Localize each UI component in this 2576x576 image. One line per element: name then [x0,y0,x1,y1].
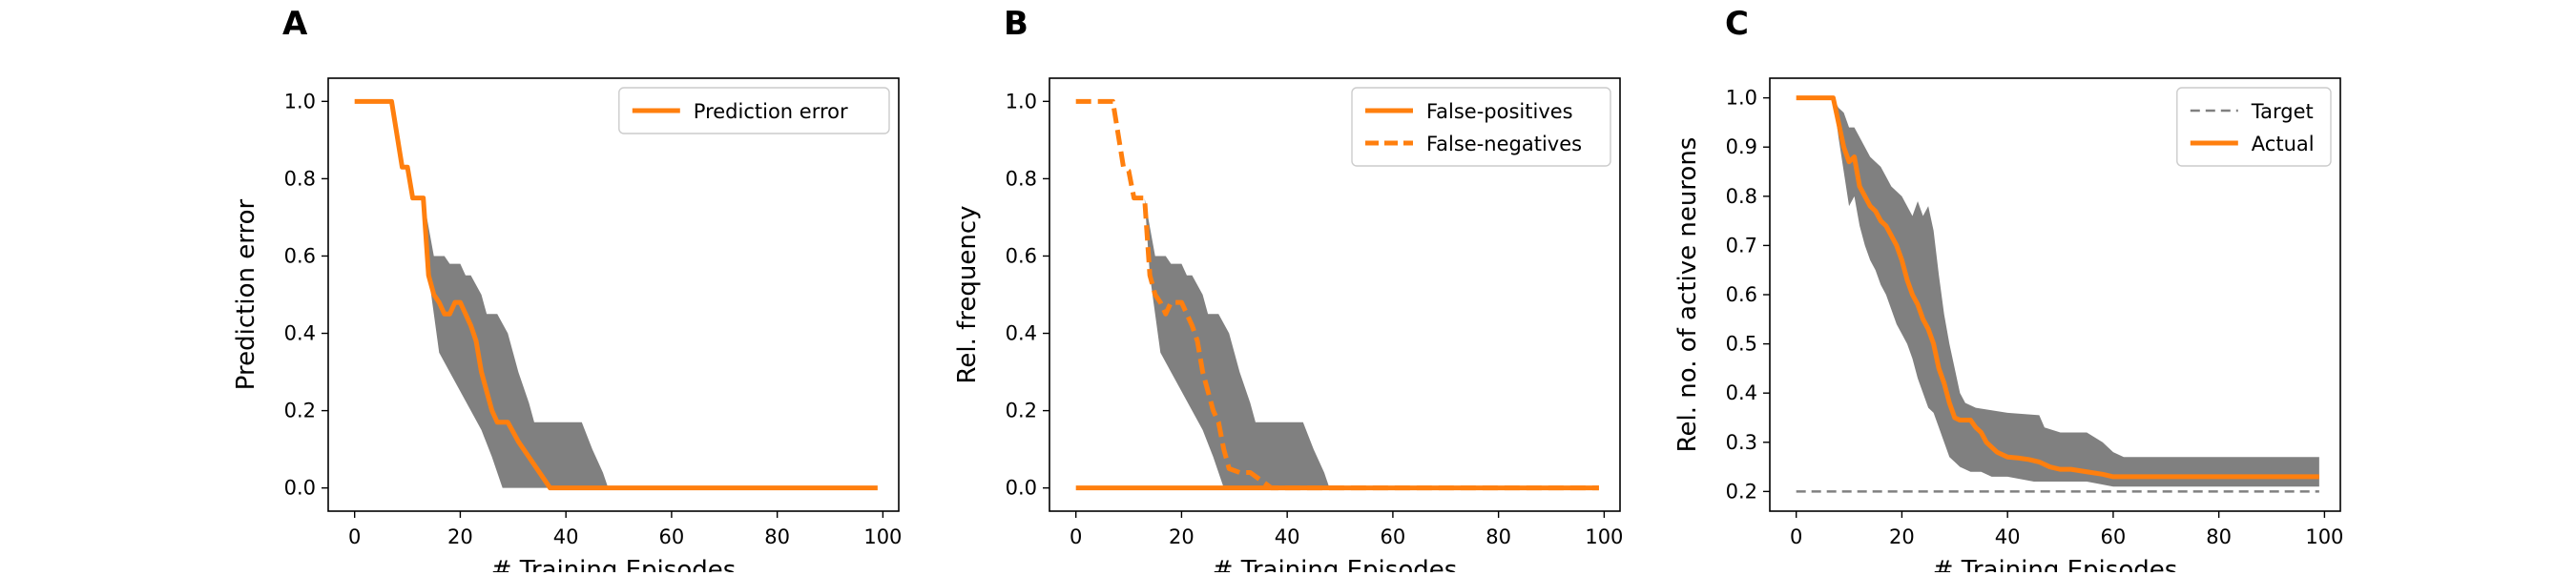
x-tick-label: 0 [1790,525,1802,548]
x-tick-label: 20 [1889,525,1915,548]
chart-panel-b: 0 20 40 60 80 100 0.0 0.2 0.4 0.6 0.8 1.0 # Training… [953,5,1623,576]
axes-frame [1049,77,1621,512]
error-band [1796,97,2319,487]
y-tick-label: 0.8 [1726,185,1757,208]
x-tick-label: 100 [1585,525,1623,548]
x-tick-label: 60 [2101,525,2127,548]
chart-panel-a: 0 20 40 60 80 100 0.0 0.2 0.4 0.6 0.8 1.0 # Training… [232,5,902,576]
plot-area [354,98,878,491]
chart-panel-c: 0 20 40 60 80 100 0.2 0.3 0.4 0.5 0.6 0.7 0.8 0.9 1.0 #… [1673,5,2343,576]
x-tick-label: 80 [2206,525,2232,548]
legend-box [618,87,890,134]
x-tick-label: 40 [553,525,579,548]
y-tick-label: 0.0 [1006,477,1037,500]
y-axis-label: Rel. no. of active neurons [1673,137,1702,453]
y-tick-label: 0.4 [1006,322,1037,345]
y-tick-label: 0.2 [1726,480,1757,503]
y-tick-label: 0.6 [1726,283,1757,306]
x-tick-label: 40 [1995,525,2021,548]
x-tick-label: 20 [447,525,473,548]
panel-letter: A [282,5,308,43]
y-tick-label: 0.8 [284,167,316,190]
x-tick-label: 60 [659,525,685,548]
plot-area [1075,98,1599,491]
y-tick-label: 0.4 [1726,381,1757,404]
y-tick-label: 0.2 [284,400,316,422]
legend: False-positives False-negatives [1351,87,1611,167]
x-axis-label: # Training Episodes [491,556,737,572]
legend: Target Actual [2176,87,2332,167]
y-tick-label: 1.0 [1726,87,1757,110]
y-tick-label: 1.0 [1006,90,1037,113]
x-tick-label: 80 [1485,525,1511,548]
y-tick-label: 0.2 [1006,400,1037,422]
legend-label: False-positives [1426,100,1573,123]
x-tick-label: 100 [2305,525,2343,548]
x-tick-label: 0 [348,525,361,548]
legend-label: Prediction error [694,100,848,123]
x-axis-label: # Training Episodes [1213,556,1458,572]
y-tick-label: 0.8 [1006,167,1037,190]
panel-letter: B [1004,5,1028,43]
x-tick-label: 60 [1381,525,1406,548]
legend: Prediction error [618,87,890,134]
y-axis-label: Prediction error [232,199,260,391]
panel-letter: C [1725,5,1749,43]
x-tick-label: 100 [863,525,902,548]
y-tick-label: 0.0 [284,477,316,500]
y-tick-label: 0.6 [1006,244,1037,267]
legend-box [2176,87,2332,167]
series-line-false-negatives [1075,98,1599,491]
legend-label: Actual [2252,133,2315,155]
y-axis-label: Rel. frequency [953,205,982,383]
legend-label: False-negatives [1426,133,1582,155]
axes-frame [327,77,900,512]
x-axis-label: # Training Episodes [1933,556,2178,572]
x-tick-label: 20 [1169,525,1195,548]
y-tick-label: 1.0 [284,90,316,113]
legend-label: Target [2251,100,2314,123]
x-tick-label: 80 [764,525,790,548]
y-tick-label: 0.3 [1726,431,1757,454]
series-line-actual [1796,95,2319,480]
y-tick-label: 0.6 [284,244,316,267]
x-tick-label: 0 [1070,525,1082,548]
y-tick-label: 0.9 [1726,135,1757,158]
x-tick-label: 40 [1275,525,1300,548]
y-tick-label: 0.5 [1726,333,1757,356]
y-tick-label: 0.7 [1726,234,1757,257]
legend-box [1351,87,1611,167]
series-line-prediction-error [354,98,878,491]
y-tick-label: 0.4 [284,322,316,345]
plot-area [1796,95,2319,493]
